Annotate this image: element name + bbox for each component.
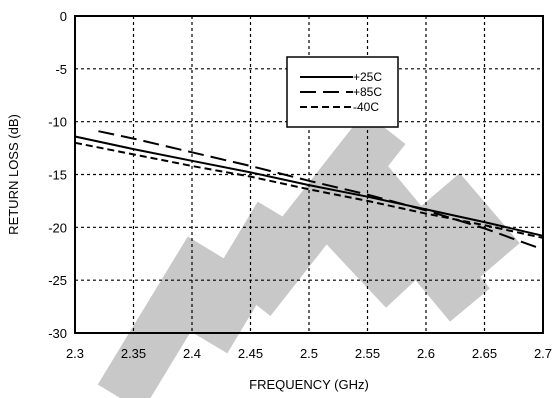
x-tick-label: 2.3 [66,346,84,361]
legend-label: +85C [353,85,382,99]
y-axis-title: RETURN LOSS (dB) [6,114,21,235]
y-tick-label: -15 [48,168,67,183]
x-tick-labels: 2.3 2.35 2.4 2.45 2.5 2.55 2.6 2.65 2.7 [66,346,552,361]
series-line-2 [98,130,544,251]
x-tick-label: 2.4 [183,346,201,361]
legend-label: +25C [353,70,382,84]
y-tick-label: -25 [48,273,67,288]
x-tick-label: 2.5 [300,346,318,361]
legend-label: -40C [353,100,379,114]
x-tick-label: 2.45 [238,346,263,361]
x-tick-label: 2.65 [472,346,497,361]
plot-frame [74,15,544,334]
series-line-1 [74,135,544,237]
x-tick-label: 2.55 [355,346,380,361]
y-tick-label: -20 [48,220,67,235]
x-tick-label: 2.7 [534,346,552,361]
y-tick-labels: 0 -5 -10 -15 -20 -25 -30 [48,9,67,341]
series-lines [74,130,544,251]
x-axis-title: FREQUENCY (GHz) [249,377,369,392]
watermark-stroke [420,173,520,277]
x-tick-label: 2.6 [417,346,435,361]
legend: +25C+85C-40C [286,56,399,128]
y-tick-label: 0 [60,9,67,24]
y-tick-label: -30 [48,326,67,341]
y-tick-label: -10 [48,115,67,130]
y-tick-label: -5 [55,62,67,77]
series-line-3 [74,141,544,239]
watermark-stroke [97,236,233,398]
x-tick-label: 2.35 [121,346,146,361]
